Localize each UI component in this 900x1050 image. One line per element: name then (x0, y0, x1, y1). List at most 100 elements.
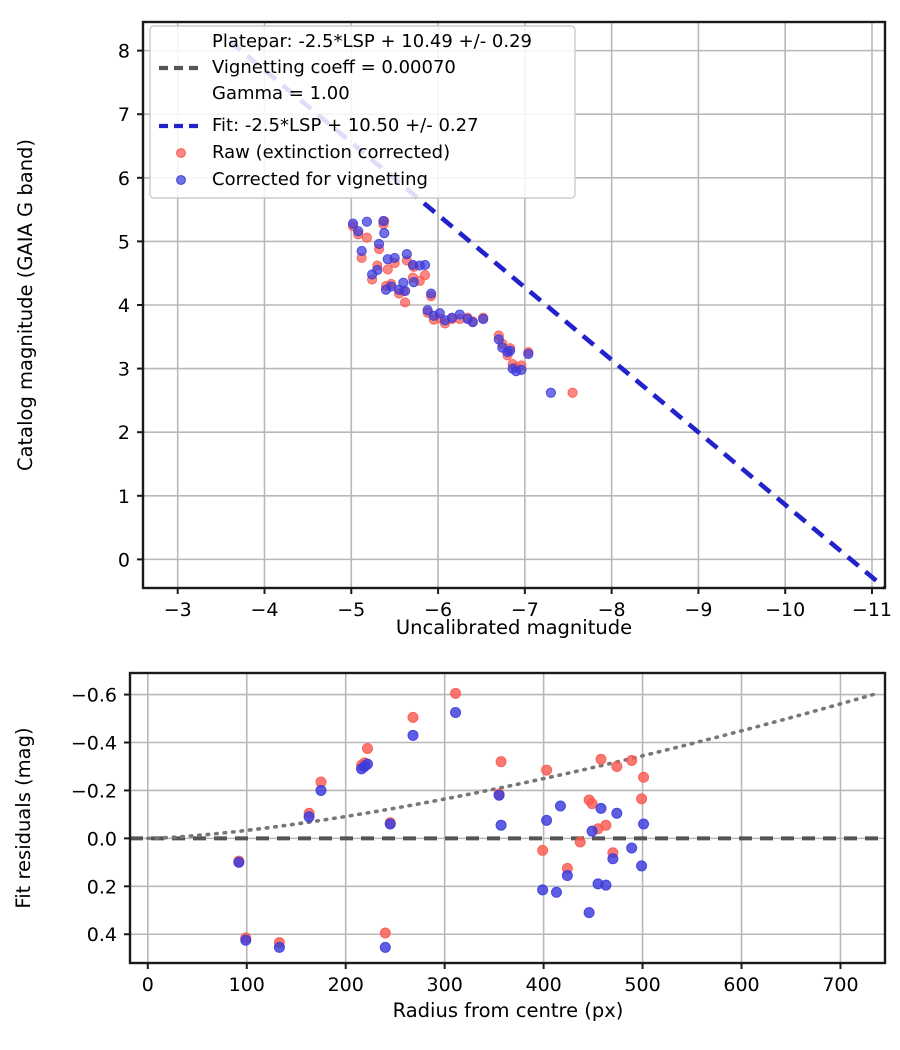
x-tick-label: −3 (164, 599, 192, 621)
y-tick-label: −0.2 (71, 780, 117, 802)
legend-label: Raw (extinction corrected) (212, 142, 450, 163)
data-point (389, 252, 400, 264)
legend-label: Gamma = 1.00 (212, 83, 350, 104)
data-point (607, 853, 619, 865)
x-tick-label: 300 (427, 974, 463, 996)
y-tick-label: −0.4 (71, 733, 117, 755)
x-tick-label: −7 (511, 599, 539, 621)
data-point (399, 285, 411, 297)
scatter-points-top (347, 215, 578, 398)
x-tick-label: −11 (852, 599, 892, 621)
data-point (384, 818, 396, 830)
x-tick-label: 0 (142, 974, 154, 996)
x-tick-label: −9 (684, 599, 712, 621)
tick-labels-top: −3 −4 −5 −6 −7 −8 −9 −10 −11 0 1 2 3 4 5 6 7 8 (118, 41, 892, 621)
data-point (561, 870, 573, 882)
data-point (583, 907, 595, 919)
data-point (419, 270, 431, 281)
data-point (378, 215, 389, 227)
data-point (537, 844, 549, 856)
data-point (636, 860, 648, 872)
y-tick-label: 4 (118, 295, 130, 317)
x-tick-label: 200 (328, 974, 364, 996)
data-point (401, 249, 412, 260)
data-point (303, 811, 315, 823)
x-tick-label: −4 (250, 599, 278, 621)
x-tick-label: 400 (525, 974, 561, 996)
data-point (523, 348, 534, 360)
data-point (495, 756, 507, 768)
data-point (611, 760, 623, 772)
data-point (478, 313, 489, 325)
y-tick-label: 7 (118, 104, 130, 126)
data-point (233, 856, 245, 868)
data-point (626, 842, 638, 854)
data-point (450, 687, 462, 699)
data-point (595, 802, 607, 814)
data-point (541, 764, 553, 776)
data-point (382, 264, 393, 275)
data-point (600, 819, 612, 831)
axes-photometry-calibration: −3 −4 −5 −6 −7 −8 −9 −10 −11 0 1 2 3 4 5 6 7 8 Uncalibrat… (14, 20, 892, 639)
data-point (611, 807, 623, 819)
data-point (638, 818, 650, 830)
y-tick-label: 0 (118, 549, 130, 571)
vignetting-curve (146, 692, 875, 841)
data-point (407, 729, 419, 741)
data-point (379, 927, 391, 939)
reference-lines-bottom (130, 692, 885, 841)
data-point (408, 277, 419, 288)
x-tick-label: 700 (822, 974, 858, 996)
data-point (493, 334, 504, 345)
scatter-points-bottom (233, 687, 650, 953)
data-point (419, 259, 431, 271)
y-tick-label: 3 (118, 359, 130, 381)
data-point (454, 309, 465, 320)
data-point (493, 789, 505, 801)
data-point (467, 317, 478, 328)
y-tick-label: 2 (118, 422, 130, 444)
data-point (434, 308, 445, 319)
legend-label: Fit: -2.5*LSP + 10.50 +/- 0.27 (212, 115, 479, 136)
data-point (586, 798, 598, 810)
x-axis-title-top: Uncalibrated magnitude (396, 616, 632, 639)
legend-frame (149, 25, 576, 199)
y-tick-label: 5 (118, 231, 130, 253)
y-tick-label: 8 (118, 41, 130, 63)
y-tick-label: 6 (118, 168, 130, 190)
data-point (636, 793, 648, 805)
legend-label: Platepar: -2.5*LSP + 10.49 +/- 0.29 (212, 31, 532, 52)
x-tick-label: −8 (598, 599, 626, 621)
y-axis-title-bottom: Fit residuals (mag) (12, 727, 35, 908)
data-point (638, 771, 650, 783)
data-point (595, 753, 607, 765)
data-point (315, 784, 327, 796)
x-tick-label: −5 (337, 599, 365, 621)
y-axis-title-top: Catalog magnitude (GAIA G band) (14, 139, 37, 471)
data-point (361, 742, 373, 754)
data-point (356, 245, 367, 257)
data-point (273, 941, 285, 953)
data-point (379, 228, 390, 239)
data-point (426, 288, 437, 299)
data-point (600, 879, 612, 891)
legend-top: Platepar: -2.5*LSP + 10.49 +/- 0.29 Vigne… (149, 25, 576, 199)
legend-marker-dot (176, 148, 186, 158)
data-point (545, 387, 556, 398)
data-point (367, 269, 378, 280)
legend-label: Corrected for vignetting (212, 169, 428, 190)
x-tick-label: 100 (229, 974, 265, 996)
data-point (361, 758, 373, 770)
x-tick-label: 500 (624, 974, 660, 996)
data-point (347, 218, 359, 229)
y-tick-label: 1 (118, 486, 130, 508)
data-point (407, 711, 419, 723)
data-point (554, 800, 566, 812)
data-point (626, 754, 638, 766)
y-tick-label: 0.2 (87, 876, 117, 898)
x-tick-label: −10 (765, 599, 805, 621)
tick-marks-top (137, 49, 873, 594)
axes-fit-residuals: 0 100 200 300 400 500 600 700 0.4 0.2 0.0 −0.2 −0.4 −… (12, 671, 887, 1022)
